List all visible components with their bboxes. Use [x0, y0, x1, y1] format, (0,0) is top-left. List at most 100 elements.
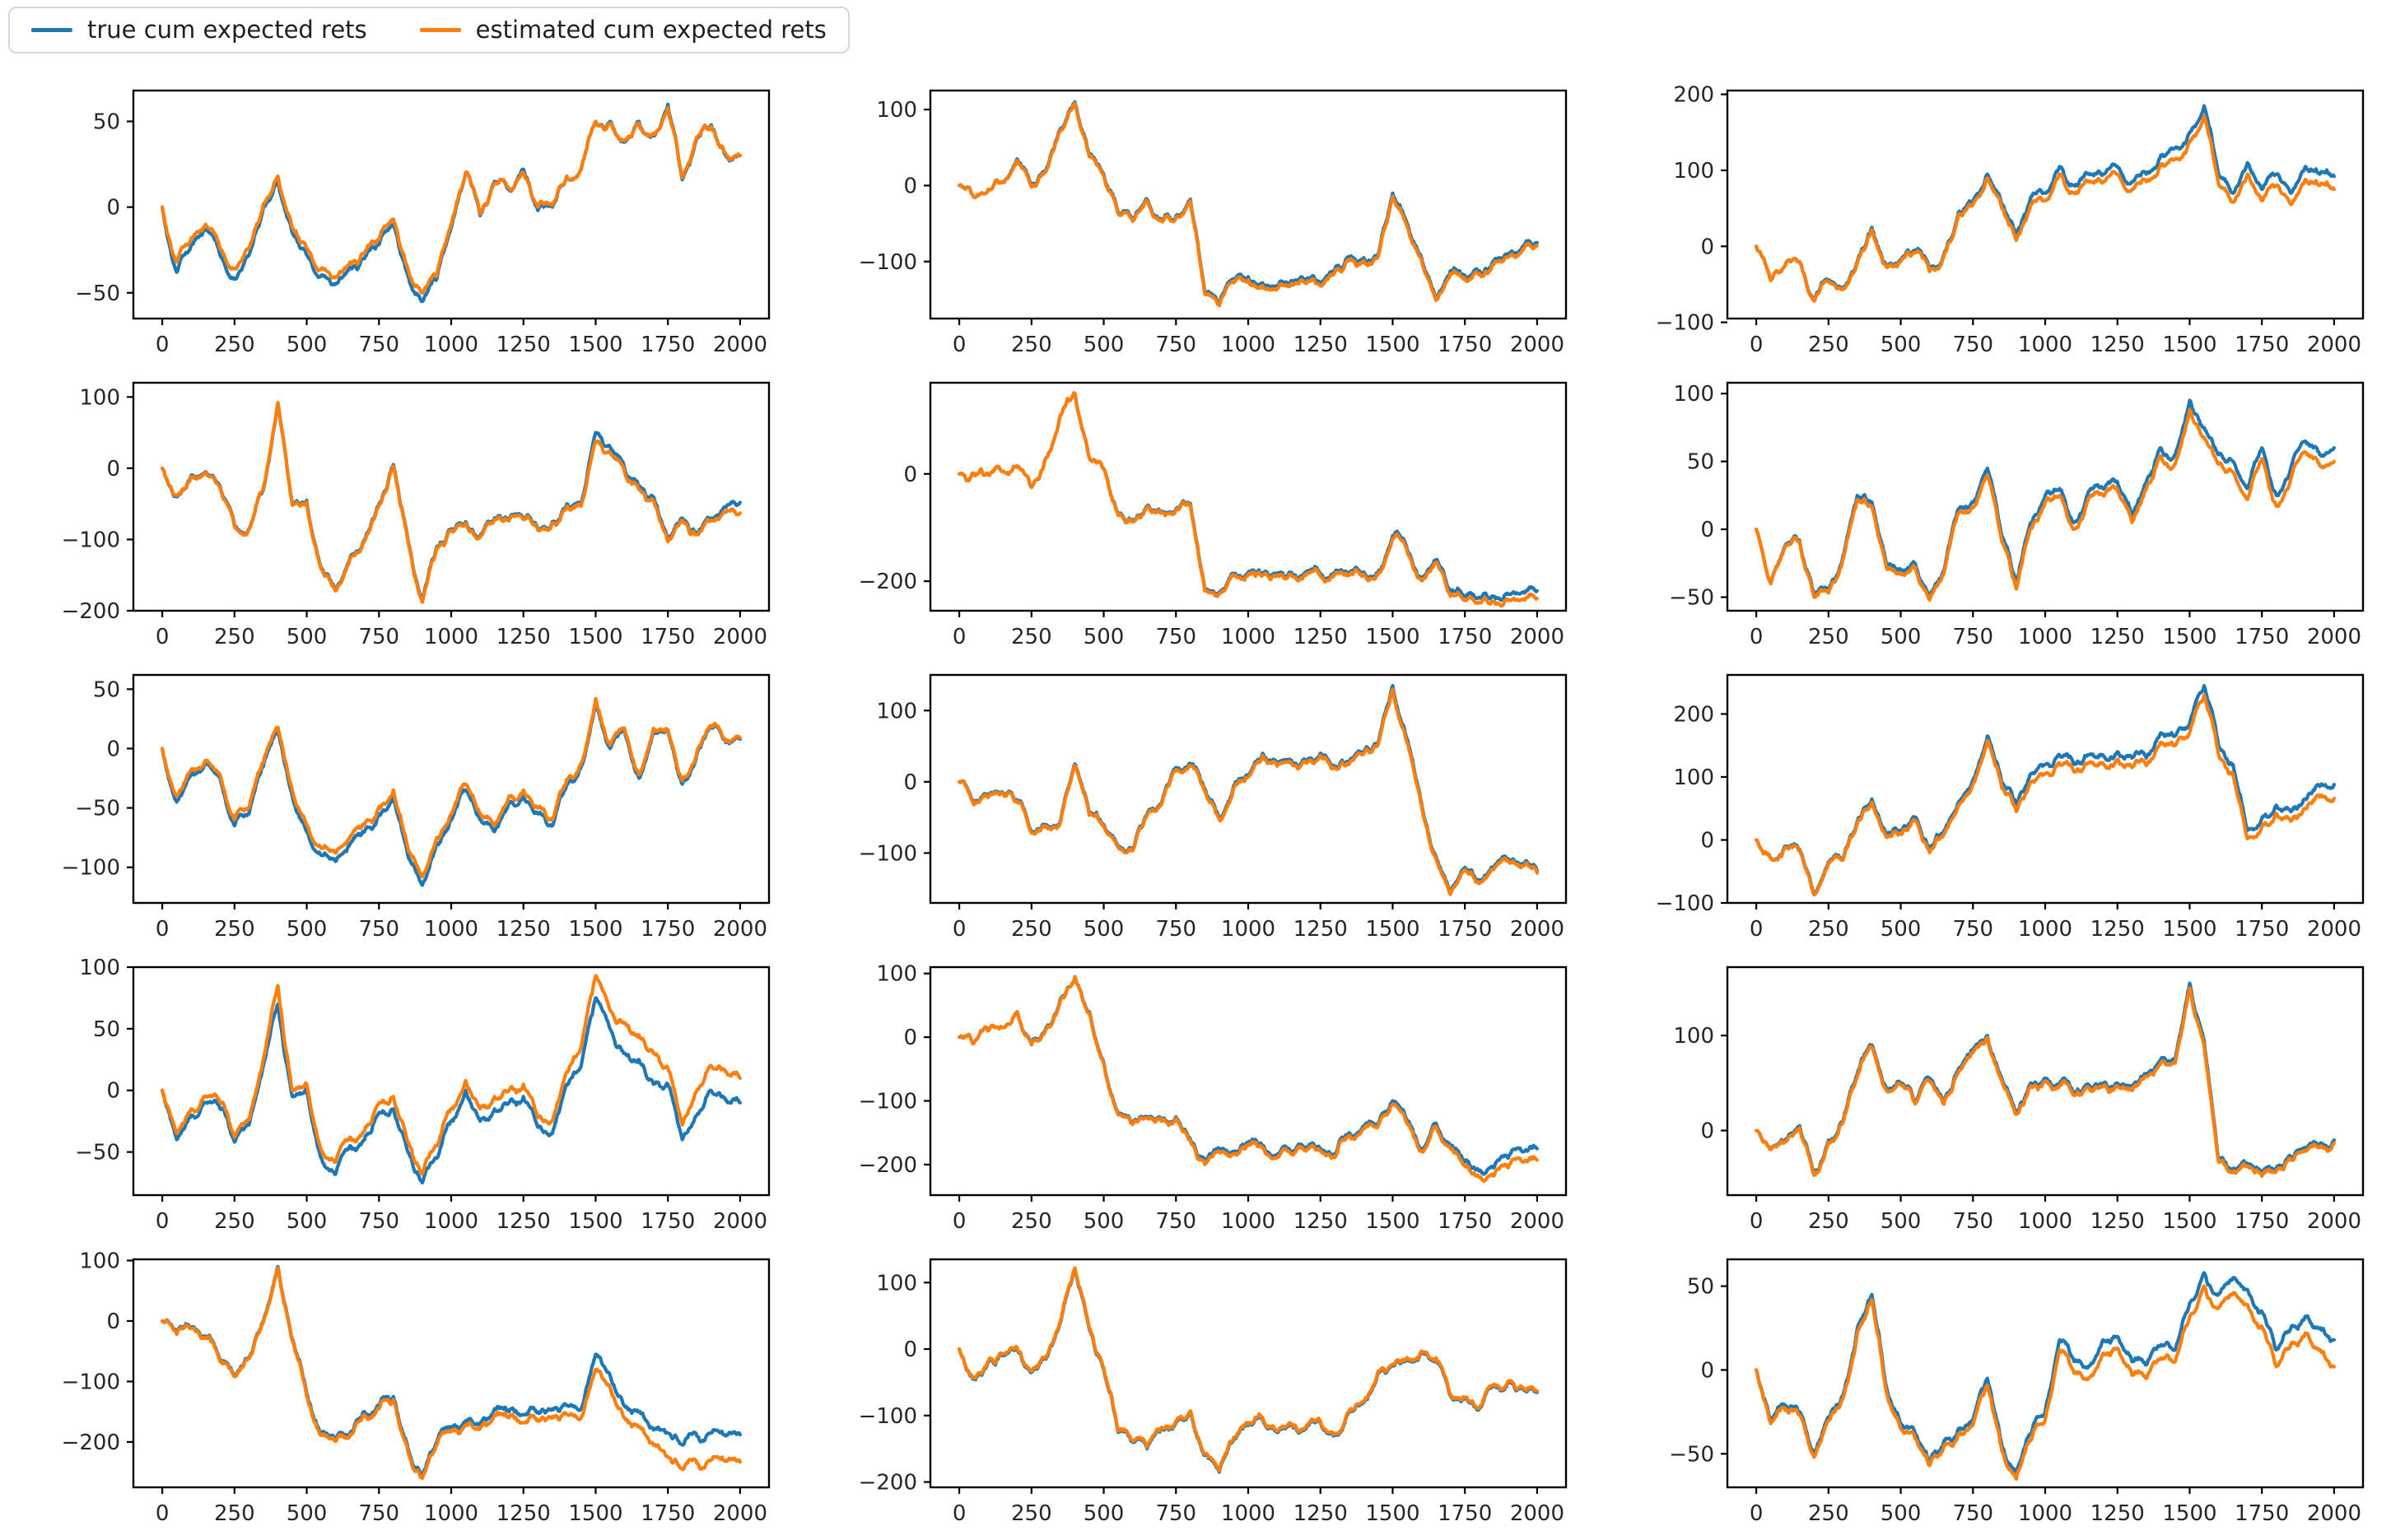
svg-text:2000: 2000 [1510, 625, 1564, 649]
plot-border [1726, 89, 2365, 320]
plot-border [1726, 1258, 2365, 1489]
subplot-r2c1: 0 250 500 750 1000 1250 1500 1750 2000 100 0 −100 −2… [0, 368, 797, 660]
legend-label-estimated: estimated cum expected rets [475, 16, 827, 44]
svg-text:0: 0 [953, 625, 967, 649]
svg-text:0: 0 [1750, 333, 1764, 357]
svg-text:1250: 1250 [2090, 1501, 2145, 1526]
svg-text:1250: 1250 [496, 917, 551, 942]
svg-text:1250: 1250 [2090, 333, 2145, 357]
svg-text:−100: −100 [859, 250, 917, 275]
svg-text:−200: −200 [62, 599, 120, 624]
svg-text:1750: 1750 [2235, 1501, 2289, 1526]
svg-text:−200: −200 [859, 1471, 917, 1496]
svg-text:0: 0 [953, 1209, 967, 1234]
plot-border [132, 1258, 771, 1489]
svg-text:1500: 1500 [1365, 917, 1419, 942]
svg-text:750: 750 [1952, 625, 1993, 649]
subplot-svg-r2c1: 0 250 500 750 1000 1250 1500 1750 20001000−100−2… [62, 381, 771, 649]
svg-text:1750: 1750 [1438, 333, 1492, 357]
svg-text:2000: 2000 [1510, 917, 1564, 942]
svg-text:500: 500 [1084, 625, 1125, 649]
subplot-r2c2: 0 250 500 750 1000 1250 1500 1750 2000 0 −200 [797, 368, 1594, 660]
svg-text:750: 750 [1155, 333, 1196, 357]
svg-text:750: 750 [358, 917, 399, 942]
plot-border [132, 673, 771, 905]
svg-text:1500: 1500 [2162, 917, 2216, 942]
true-series-swatch [31, 28, 72, 32]
estimated-series-swatch [419, 28, 461, 32]
svg-text:1250: 1250 [1293, 1501, 1348, 1526]
svg-text:1250: 1250 [496, 625, 551, 649]
svg-text:250: 250 [214, 1501, 255, 1526]
svg-text:1500: 1500 [1365, 1209, 1419, 1234]
estimated-series-line [161, 401, 742, 604]
x-axis: 0 250 500 750 1000 1250 1500 1750 2000 [156, 611, 767, 649]
svg-text:500: 500 [1084, 1501, 1125, 1526]
svg-text:750: 750 [358, 1501, 399, 1526]
svg-text:200: 200 [1673, 702, 1714, 727]
svg-text:2000: 2000 [2307, 1501, 2361, 1526]
svg-text:2000: 2000 [1510, 333, 1564, 357]
svg-text:0: 0 [1700, 235, 1714, 259]
svg-text:−100: −100 [859, 1404, 917, 1429]
plot-border [1726, 673, 2365, 905]
estimated-series-line [161, 696, 742, 879]
y-axis: 0 −200 [859, 463, 930, 594]
svg-text:100: 100 [876, 1271, 917, 1296]
svg-text:1000: 1000 [424, 333, 478, 357]
svg-text:0: 0 [106, 196, 120, 221]
svg-text:1000: 1000 [2018, 917, 2072, 942]
estimated-series-line [958, 687, 1539, 896]
subplot-r1c2: 0 250 500 750 1000 1250 1500 1750 2000 100 0 −100 [797, 76, 1594, 368]
svg-text:−50: −50 [75, 1141, 120, 1165]
svg-text:0: 0 [1750, 625, 1764, 649]
subplot-svg-r1c3: 0 250 500 750 1000 1250 1500 1750 20002001000−10… [1656, 83, 2365, 357]
svg-text:1000: 1000 [2018, 1209, 2072, 1234]
plot-border [132, 965, 771, 1197]
svg-text:250: 250 [1011, 333, 1052, 357]
x-axis: 0 250 500 750 1000 1250 1500 1750 2000 [953, 319, 1564, 357]
svg-text:50: 50 [1687, 1275, 1714, 1300]
svg-text:1000: 1000 [424, 917, 478, 942]
svg-text:1750: 1750 [2235, 917, 2289, 942]
true-series-line [161, 996, 742, 1185]
svg-text:500: 500 [1881, 625, 1922, 649]
subplot-svg-r5c2: 0 250 500 750 1000 1250 1500 1750 20001000−100−2… [859, 1258, 1568, 1526]
x-axis: 0 250 500 750 1000 1250 1500 1750 2000 [1750, 319, 2361, 357]
true-series-line [1755, 104, 2336, 301]
y-axis: 100 0 [1673, 1024, 1727, 1144]
subplot-svg-r5c1: 0 250 500 750 1000 1250 1500 1750 20001000−100−2… [62, 1249, 771, 1526]
x-axis: 0 250 500 750 1000 1250 1500 1750 2000 [1750, 1487, 2361, 1526]
svg-text:−100: −100 [62, 528, 120, 552]
svg-text:−50: −50 [1669, 1442, 1714, 1467]
y-axis: 100 0 −100 −200 [62, 385, 133, 624]
estimated-series-line [1755, 407, 2336, 602]
svg-text:1500: 1500 [568, 1501, 622, 1526]
subplot-r5c3: 0 250 500 750 1000 1250 1500 1750 2000 50 0 −50 [1594, 1245, 2391, 1537]
svg-text:750: 750 [1155, 917, 1196, 942]
x-axis: 0 250 500 750 1000 1250 1500 1750 2000 [1750, 1195, 2361, 1234]
subplot-r4c2: 0 250 500 750 1000 1250 1500 1750 2000 100 0 −100 −2… [797, 952, 1594, 1245]
svg-text:1000: 1000 [2018, 333, 2072, 357]
x-axis: 0 250 500 750 1000 1250 1500 1750 2000 [953, 1487, 1564, 1526]
svg-text:1500: 1500 [2162, 1209, 2216, 1234]
x-axis: 0 250 500 750 1000 1250 1500 1750 2000 [953, 611, 1564, 649]
svg-text:0: 0 [156, 625, 170, 649]
svg-text:750: 750 [1155, 1501, 1196, 1526]
svg-text:−50: −50 [75, 797, 120, 821]
svg-text:0: 0 [953, 1501, 967, 1526]
svg-text:1000: 1000 [1221, 917, 1275, 942]
svg-text:1250: 1250 [496, 1209, 551, 1234]
svg-text:1250: 1250 [1293, 333, 1348, 357]
svg-text:1750: 1750 [2235, 333, 2289, 357]
estimated-series-line [1755, 693, 2336, 897]
svg-text:750: 750 [1952, 1501, 1993, 1526]
y-axis: 100 0 −100 −200 [62, 1249, 133, 1455]
svg-text:100: 100 [1673, 159, 1714, 184]
svg-text:1250: 1250 [496, 1501, 551, 1526]
subplot-svg-r4c2: 0 250 500 750 1000 1250 1500 1750 20001000−100−2… [859, 962, 1568, 1234]
svg-text:500: 500 [287, 1501, 328, 1526]
svg-text:2000: 2000 [713, 917, 767, 942]
